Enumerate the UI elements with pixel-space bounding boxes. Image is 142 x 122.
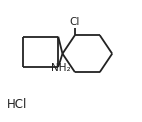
Text: Cl: Cl bbox=[70, 17, 80, 27]
Text: HCl: HCl bbox=[7, 98, 27, 111]
Text: NH₂: NH₂ bbox=[51, 63, 71, 73]
